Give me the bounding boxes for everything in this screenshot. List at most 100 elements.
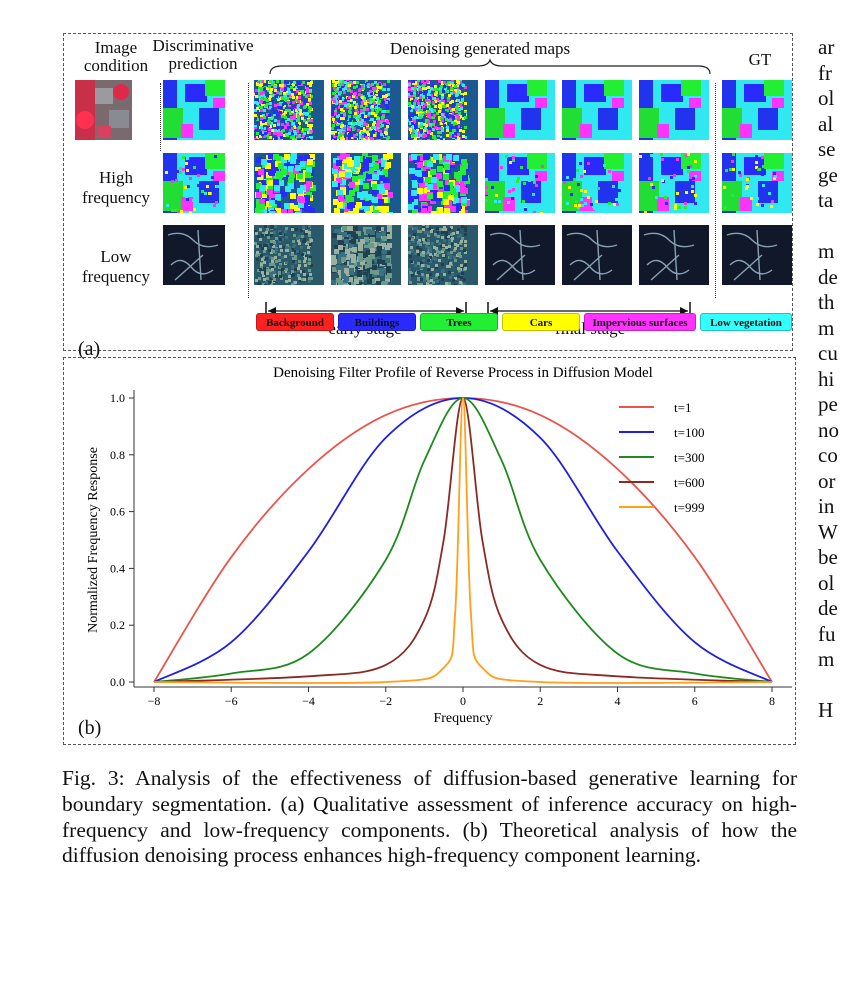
- map-tile: [639, 80, 709, 140]
- header-gt: GT: [748, 50, 772, 69]
- side-text-line: no: [818, 417, 839, 442]
- row-label-high: High frequency: [82, 168, 150, 207]
- y-tick-label: 0.4: [110, 561, 125, 575]
- frequency-response-chart: Denoising Filter Profile of Reverse Proc…: [86, 365, 792, 726]
- map-tile: [331, 80, 401, 140]
- header-image-condition: Image condition: [83, 38, 149, 75]
- side-text-line: cu: [818, 341, 838, 365]
- map-tile: [562, 80, 632, 140]
- map-tile: [485, 153, 555, 213]
- y-tick-label: 0.2: [110, 618, 125, 632]
- map-tile: [408, 80, 478, 140]
- side-text-line: H: [818, 698, 834, 722]
- legend-item: Background: [256, 313, 334, 331]
- y-tick-label: 1.0: [110, 391, 125, 405]
- side-text-line: ge: [818, 162, 838, 187]
- map-tile: [639, 225, 709, 285]
- side-text-line: hi: [818, 366, 835, 391]
- legend-item: Trees: [420, 313, 498, 331]
- panel-a-label: (a): [78, 338, 101, 360]
- legend-item: Impervious surfaces: [584, 313, 696, 331]
- side-text-line: ta: [818, 188, 834, 212]
- legend-label: t=100: [674, 425, 704, 440]
- map-tile: [639, 153, 709, 213]
- separator-dots: [160, 83, 161, 151]
- series-line: [153, 397, 773, 683]
- legend-item: Cars: [502, 313, 580, 331]
- panel-b: [63, 357, 796, 745]
- x-tick-label: 4: [615, 694, 621, 708]
- header-denoising: Denoising generated maps: [389, 39, 571, 58]
- map-tile: [163, 80, 225, 140]
- x-tick-label: 2: [537, 694, 543, 708]
- side-text-line: ol: [818, 570, 835, 595]
- side-text-line: th: [818, 290, 835, 314]
- map-tile: [562, 225, 632, 285]
- map-tile: [254, 80, 324, 140]
- side-text-line: se: [818, 137, 836, 161]
- map-tile: [722, 80, 792, 140]
- side-text-line: W: [818, 519, 838, 544]
- map-tile: [163, 153, 225, 213]
- side-text-line: co: [818, 443, 838, 467]
- side-text-line: m: [818, 647, 835, 671]
- side-text-line: [818, 214, 862, 240]
- separator-dots: [715, 83, 716, 298]
- y-tick-label: 0.6: [110, 505, 125, 519]
- side-text-line: de: [818, 264, 838, 289]
- x-tick-label: 8: [769, 694, 775, 708]
- map-tile: [163, 225, 225, 285]
- map-tile: [254, 153, 324, 213]
- side-text-line: [818, 673, 862, 699]
- map-tile: [331, 225, 401, 285]
- x-tick-label: −2: [379, 694, 392, 708]
- header-discriminative: Discriminative prediction: [152, 36, 254, 73]
- y-tick-label: 0.8: [110, 448, 125, 462]
- map-tile: [722, 225, 792, 285]
- x-tick-label: −8: [148, 694, 161, 708]
- map-tile: [408, 225, 478, 285]
- x-tick-label: 0: [460, 694, 466, 708]
- panel-b-label: (b): [78, 717, 102, 739]
- panel-a: [63, 33, 793, 351]
- map-tile: [331, 153, 401, 213]
- side-text-line: m: [818, 315, 835, 340]
- series-line: [153, 397, 773, 683]
- y-axis-label: Normalized Frequency Response: [86, 447, 101, 633]
- side-text-line: be: [818, 545, 838, 569]
- legend-label: t=300: [674, 450, 704, 465]
- side-text-line: in: [818, 494, 835, 518]
- side-text-line: al: [818, 111, 834, 136]
- side-text-line: ar: [818, 35, 835, 59]
- series-line: [153, 397, 773, 683]
- map-tile: [408, 153, 478, 213]
- separator-dots: [248, 83, 249, 298]
- side-text-line: or: [818, 468, 836, 493]
- x-axis-label: Frequency: [433, 711, 492, 726]
- series-line: [153, 397, 773, 683]
- x-tick-label: −4: [302, 694, 315, 708]
- map-tile: [722, 153, 792, 213]
- y-tick-label: 0.0: [110, 675, 125, 689]
- map-tile: [485, 80, 555, 140]
- legend-item: Buildings: [338, 313, 416, 331]
- legend-item: Low vegetation: [700, 313, 792, 331]
- legend-label: t=1: [674, 400, 691, 415]
- figure-caption: Fig. 3: Analysis of the effectiveness of…: [62, 766, 797, 868]
- x-tick-label: −6: [225, 694, 238, 708]
- map-tile: [485, 225, 555, 285]
- chart-title: Denoising Filter Profile of Reverse Proc…: [273, 365, 653, 381]
- denoising-brace: [269, 58, 711, 75]
- side-text-line: pe: [818, 392, 838, 416]
- row-label-low: Low frequency: [82, 247, 150, 286]
- side-text-line: m: [818, 239, 835, 263]
- side-text-line: de: [818, 596, 838, 620]
- map-tile: [562, 153, 632, 213]
- legend-label: t=999: [674, 500, 704, 515]
- side-text-line: fr: [818, 60, 832, 85]
- side-text-line: ol: [818, 86, 835, 110]
- legend-label: t=600: [674, 475, 704, 490]
- series-line: [153, 397, 773, 684]
- map-tile: [254, 225, 324, 285]
